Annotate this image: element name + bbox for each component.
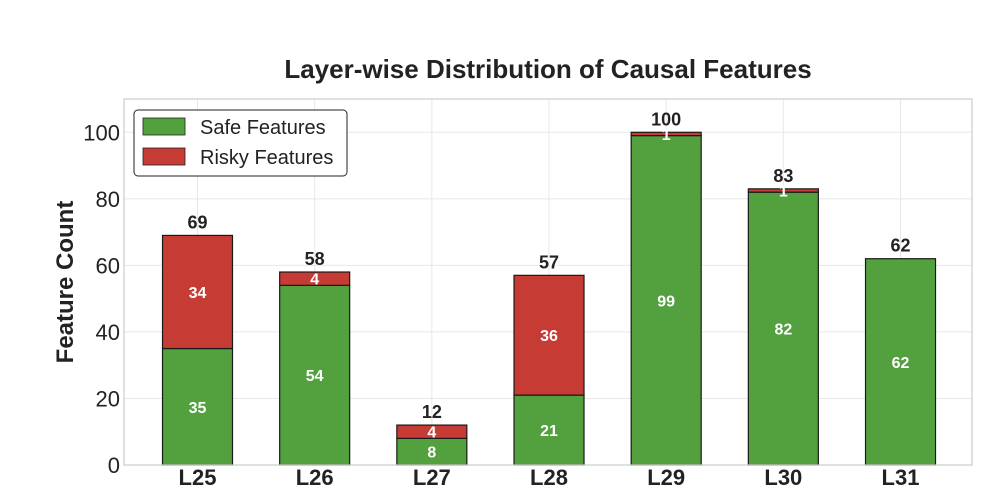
bar-risky — [630, 131, 702, 137]
bar-value-label-safe: 8 — [427, 445, 436, 462]
y-tick-label: 20 — [96, 386, 120, 411]
bar-safe — [161, 347, 234, 466]
bar-risky — [279, 271, 351, 286]
bar-risky — [747, 188, 819, 193]
y-tick-label: 60 — [96, 253, 120, 278]
bar-risky — [513, 274, 585, 396]
bar-value-label-risky: 4 — [427, 425, 436, 442]
x-tick-label: L25 — [179, 465, 217, 490]
bar-value-label-safe: 21 — [540, 423, 558, 440]
bar-risky — [161, 234, 234, 350]
bar-value-label-safe: 54 — [306, 368, 324, 385]
bar-value-label-risky: 1 — [662, 127, 671, 144]
bar-value-label-risky: 36 — [540, 328, 558, 345]
x-tick-label: L29 — [647, 465, 685, 490]
legend-label-risky: Risky Features — [200, 147, 333, 169]
bar-value-label-risky: 4 — [310, 272, 319, 289]
x-tick-label: L28 — [530, 465, 568, 490]
bar-risky — [396, 424, 468, 439]
legend-swatch-risky — [142, 147, 186, 166]
bar-total-label: 62 — [891, 236, 911, 256]
x-axis-ticks: L25 L26 L27 L28 L29 L30 L31 — [179, 465, 920, 490]
bar-value-label-safe: 35 — [189, 400, 207, 417]
bar-value-label-risky: 34 — [189, 285, 207, 302]
bar-value-label-safe: 99 — [657, 293, 675, 310]
plot-area-frame — [123, 98, 973, 466]
legend-box — [133, 109, 348, 177]
y-axis-ticks: 0 20 40 60 80 100 — [83, 120, 120, 478]
x-tick-label: L31 — [882, 465, 920, 490]
y-tick-label: 0 — [108, 453, 120, 478]
bar-total-label: 58 — [305, 249, 325, 269]
bar-value-label-safe: 82 — [774, 322, 792, 339]
x-tick-label: L27 — [413, 465, 451, 490]
y-axis-label: Feature Count — [52, 201, 79, 364]
x-tick-label: L26 — [296, 465, 334, 490]
legend-label-safe: Safe Features — [200, 117, 326, 139]
bar-safe — [747, 191, 819, 466]
bar-safe — [864, 258, 937, 466]
bar-total-label: 100 — [651, 109, 681, 129]
bar-total-label: 12 — [422, 402, 442, 422]
bar-total-label: 69 — [187, 212, 207, 232]
bar-total-label: 57 — [539, 252, 559, 272]
chart-title: Layer-wise Distribution of Causal Featur… — [284, 54, 811, 84]
bar-value-label-risky: 1 — [779, 184, 788, 201]
bar-safe — [513, 394, 585, 466]
y-tick-label: 40 — [96, 320, 120, 345]
bar-safe — [279, 284, 351, 466]
bar-safe — [396, 437, 468, 466]
bar-value-label-safe: 62 — [892, 355, 910, 372]
legend-swatch-safe — [142, 117, 186, 136]
y-tick-label: 100 — [83, 120, 120, 145]
y-tick-label: 80 — [96, 187, 120, 212]
x-tick-label: L30 — [764, 465, 802, 490]
bars — [161, 131, 937, 466]
bar-total-label: 83 — [773, 166, 793, 186]
bar-safe — [630, 135, 702, 466]
legend: Safe Features Risky Features — [133, 109, 348, 177]
